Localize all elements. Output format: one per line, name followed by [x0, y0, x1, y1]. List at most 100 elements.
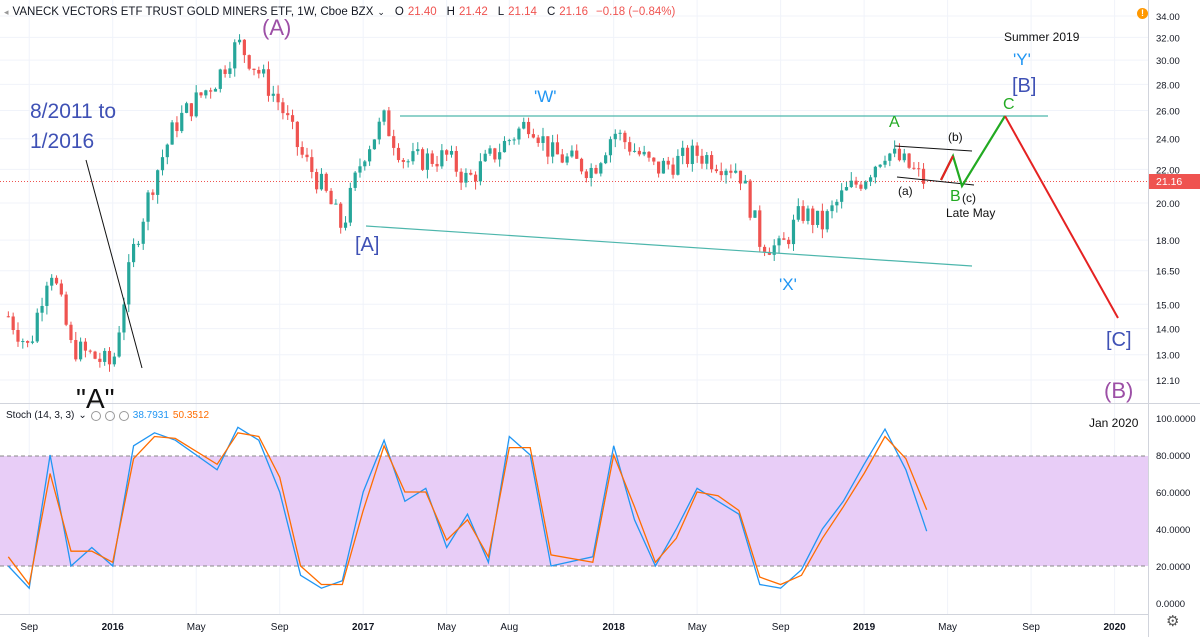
- candle-body: [618, 132, 622, 134]
- candle-body: [690, 145, 694, 165]
- time-tick-label: 2016: [102, 622, 125, 633]
- candle-body: [748, 180, 752, 218]
- label-C-green: C: [1003, 96, 1015, 113]
- candle-body: [372, 139, 377, 150]
- candle-body: [840, 190, 844, 202]
- candle-body: [868, 177, 873, 182]
- label-C-bracket: [C]: [1106, 329, 1132, 351]
- candle-body: [459, 171, 463, 183]
- price-tick-label: 20.00: [1156, 199, 1180, 210]
- label-span-1: 8/2011 to: [30, 100, 117, 123]
- candle-body: [560, 154, 564, 163]
- candle-body: [488, 148, 492, 154]
- candle-body: [387, 110, 391, 137]
- time-tick-label: 2018: [603, 622, 626, 633]
- candle-body: [873, 166, 877, 178]
- chevron-down-icon[interactable]: ⌄: [78, 410, 87, 421]
- candle-body: [705, 155, 709, 164]
- candle-body: [45, 285, 49, 306]
- symbol-title[interactable]: VANECK VECTORS ETF TRUST GOLD MINERS ETF…: [12, 6, 374, 18]
- candle-body: [681, 147, 685, 156]
- candle-body: [777, 238, 781, 246]
- price-tick-label: 24.00: [1156, 135, 1180, 146]
- stoch-overbought-oversold-band: [0, 456, 1148, 566]
- candle-body: [594, 167, 598, 174]
- candle-body: [724, 170, 728, 176]
- label-W: 'W': [534, 87, 557, 106]
- price-tick-label: 18.00: [1156, 236, 1180, 247]
- candle-body: [420, 149, 425, 170]
- label-Y: 'Y': [1013, 50, 1031, 69]
- candle-body: [310, 157, 314, 172]
- candle-body: [315, 171, 319, 190]
- eye-icon[interactable]: [90, 410, 101, 421]
- candle-body: [835, 201, 839, 206]
- stoch-tick-label: 40.0000: [1156, 525, 1190, 536]
- channel-lower-line: [365, 225, 973, 267]
- candle-body: [286, 113, 290, 116]
- candle-body: [396, 147, 401, 161]
- candle-body: [522, 121, 526, 129]
- price-axis-ticks: 34.00 32.00 30.00 28.00 26.00 24.00 22.00 20.00…: [1156, 12, 1180, 387]
- candle-body: [541, 136, 545, 143]
- candle-body: [917, 168, 921, 170]
- candle-body: [753, 210, 757, 218]
- candle-body: [228, 68, 232, 74]
- candle-body: [864, 181, 868, 189]
- candle-body: [88, 350, 92, 352]
- candle-body: [392, 136, 396, 148]
- candle-body: [551, 142, 555, 157]
- chevron-down-icon[interactable]: ⌄: [377, 6, 385, 17]
- label-late-may: Late May: [946, 206, 996, 220]
- candle-body: [209, 90, 213, 92]
- stoch-header: Stoch (14, 3, 3) ⌄ 38.7931 50.3512: [6, 410, 209, 421]
- candle-body: [762, 246, 767, 252]
- candle-body: [406, 161, 410, 163]
- candle-body: [218, 69, 222, 89]
- open-value: 21.40: [407, 6, 437, 18]
- price-tick-label: 22.00: [1156, 165, 1180, 176]
- candle-body: [555, 142, 560, 155]
- stoch-label[interactable]: Stoch (14, 3, 3): [6, 410, 75, 421]
- candle-body: [734, 170, 738, 173]
- candle-body: [883, 160, 887, 165]
- candle-body: [165, 144, 169, 158]
- candle-body: [657, 161, 661, 174]
- candle-body: [74, 340, 78, 360]
- time-tick-label: May: [187, 622, 206, 633]
- candle-body: [170, 122, 174, 145]
- candle-body: [449, 150, 454, 155]
- close-icon[interactable]: [118, 410, 129, 421]
- candle-body: [642, 151, 646, 155]
- candle-body: [498, 152, 502, 160]
- change-value: −0.18 (−0.84%): [596, 6, 676, 18]
- candle-body: [772, 245, 776, 255]
- candle-body: [290, 115, 295, 122]
- candle-body: [608, 139, 613, 156]
- projected-decline-line: [1004, 115, 1119, 319]
- candle-body: [40, 305, 44, 313]
- candle-body: [233, 42, 237, 69]
- settings-icon[interactable]: [104, 410, 115, 421]
- candle-body: [719, 171, 723, 176]
- candle-body: [252, 68, 256, 70]
- candle-body: [575, 150, 579, 159]
- candle-body: [907, 153, 911, 168]
- candle-body: [440, 150, 444, 167]
- gear-icon[interactable]: ⚙: [1166, 613, 1180, 630]
- candle-body: [242, 39, 246, 56]
- candle-body: [146, 192, 150, 222]
- candle-body: [758, 210, 762, 247]
- candle-body: [98, 358, 102, 362]
- label-X: 'X': [779, 275, 797, 294]
- candle-body: [666, 160, 670, 165]
- candle-body: [820, 210, 824, 230]
- chart-header: ◂ VANECK VECTORS ETF TRUST GOLD MINERS E…: [4, 6, 675, 18]
- candle-body: [112, 356, 116, 365]
- symbol-flag-icon[interactable]: ◂: [4, 6, 9, 17]
- candle-body: [830, 205, 834, 212]
- candle-body: [425, 153, 430, 170]
- candle-body: [478, 161, 482, 182]
- alert-icon[interactable]: !: [1137, 8, 1148, 19]
- label-A-paren: (A): [262, 15, 292, 40]
